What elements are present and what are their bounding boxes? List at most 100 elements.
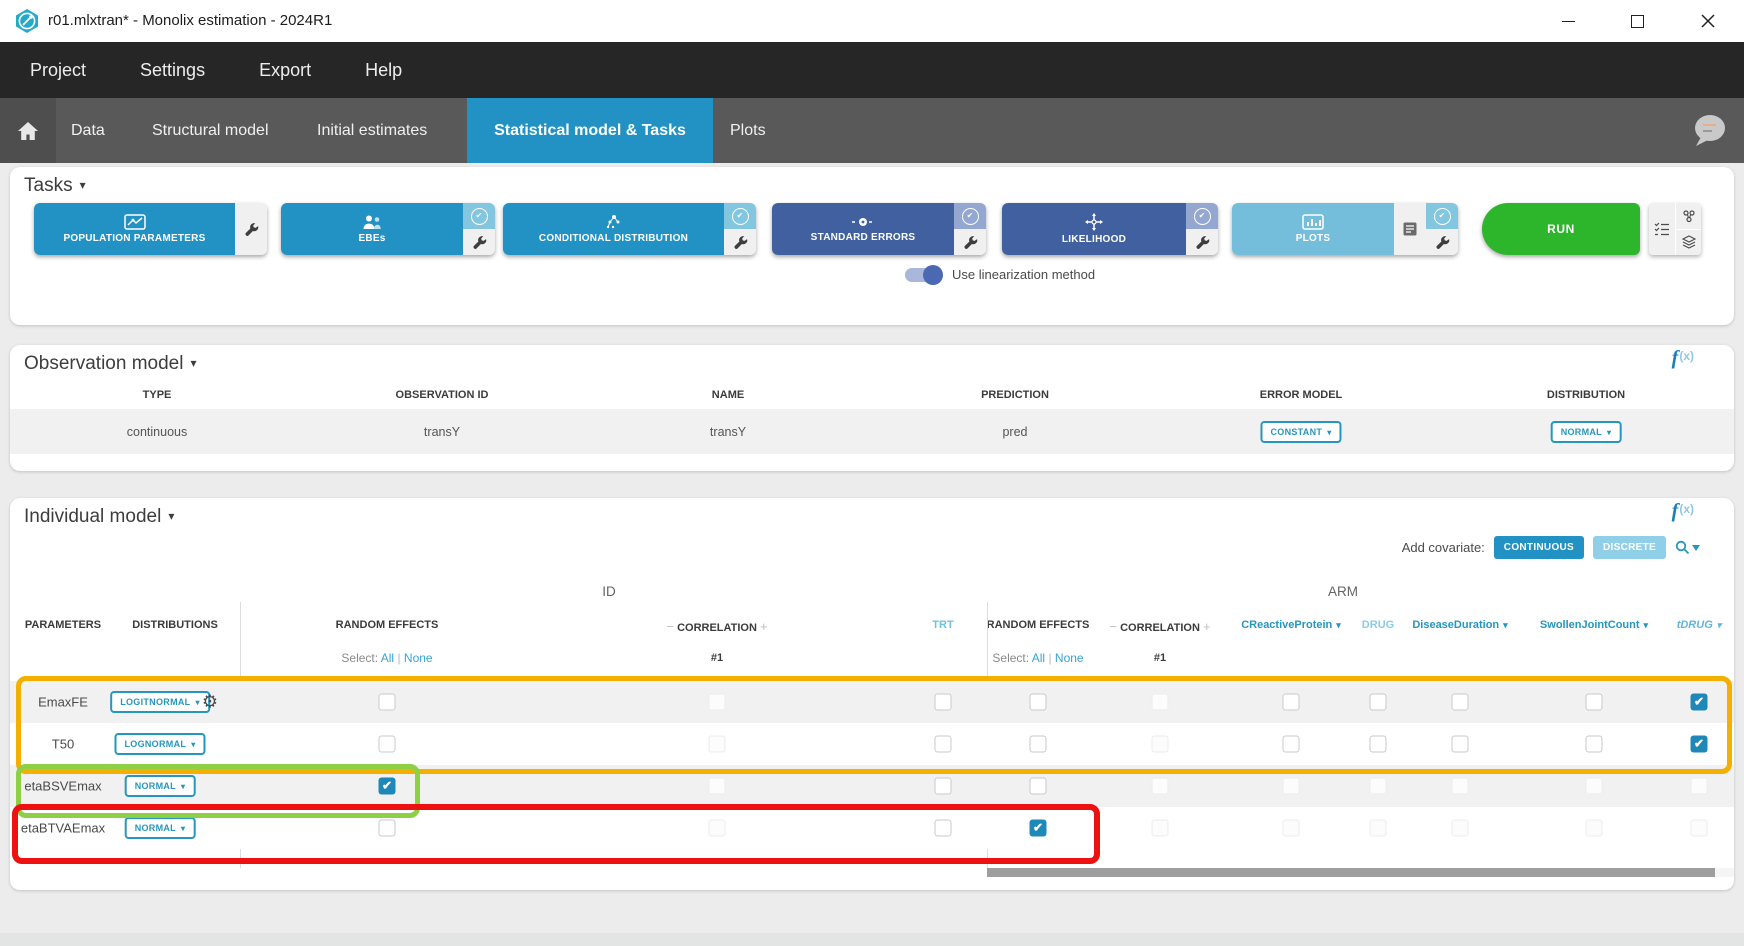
home-button[interactable] [0,98,56,163]
checkbox-drug[interactable] [1369,819,1387,837]
correlation-add-button[interactable]: + [759,619,768,634]
task-settings-wrench[interactable] [954,229,986,255]
menu-project[interactable]: Project [30,59,87,80]
checkbox-drug[interactable] [1369,777,1387,795]
covariate-search-button[interactable] [1675,540,1700,555]
distribution-dropdown[interactable]: LOGITNORMAL [110,691,210,713]
checkbox-swollenjointcount[interactable] [1585,819,1603,837]
checkbox-arm-correlation[interactable] [1151,735,1169,753]
task-settings-wrench[interactable] [1426,229,1458,255]
individual-model-title[interactable]: Individual model [24,506,174,528]
workflow-hub-button[interactable] [1676,203,1701,229]
checkbox-id-correlation[interactable] [708,777,726,795]
checkbox-id-random-effect[interactable] [378,819,396,837]
tab-data[interactable]: Data [71,122,105,139]
close-button[interactable] [1685,0,1731,42]
error-model-dropdown[interactable]: CONSTANT [1260,420,1342,443]
checkbox-arm-correlation[interactable] [1151,777,1169,795]
checkbox-id-random-effect[interactable] [378,693,396,711]
task-likelihood[interactable]: LIKELIHOOD [1002,203,1218,255]
checkbox-trt[interactable] [934,819,952,837]
header-covariate-creactiveprotein[interactable]: CReactiveProtein [1241,619,1341,631]
checkbox-arm-correlation[interactable] [1151,819,1169,837]
correlation-remove-button[interactable]: − [1109,619,1118,634]
menu-export[interactable]: Export [259,59,312,80]
checkbox-diseaseduration[interactable] [1451,735,1469,753]
scrollbar-thumb[interactable] [987,868,1715,877]
minimize-button[interactable] [1545,0,1591,42]
task-settings-wrench[interactable] [1186,229,1218,255]
task-population-parameters[interactable]: POPULATION PARAMETERS [34,203,267,255]
checkbox-id-random-effect[interactable] [378,777,396,795]
distribution-dropdown[interactable]: NORMAL [124,775,196,797]
task-settings-wrench[interactable] [724,229,756,255]
checkbox-diseaseduration[interactable] [1451,693,1469,711]
checkbox-swollenjointcount[interactable] [1585,693,1603,711]
checkbox-creactiveprotein[interactable] [1282,693,1300,711]
task-selected-badge[interactable] [954,203,986,229]
task-plots[interactable]: PLOTS [1232,203,1458,255]
task-settings-wrench[interactable] [235,203,267,255]
select-all-link[interactable]: All [380,651,395,665]
checkbox-creactiveprotein[interactable] [1282,819,1300,837]
select-all-link[interactable]: All [1031,651,1046,665]
tab-statistical-model-tasks[interactable]: Statistical model & Tasks [467,98,713,163]
task-settings-wrench[interactable] [463,229,495,255]
checkbox-drug[interactable] [1369,693,1387,711]
correlation-add-button[interactable]: + [1202,619,1211,634]
checkbox-trt[interactable] [934,693,952,711]
checkbox-swollenjointcount[interactable] [1585,735,1603,753]
plots-report-button[interactable] [1394,203,1426,255]
tab-initial-estimates[interactable]: Initial estimates [317,122,428,139]
distribution-dropdown[interactable]: NORMAL [1550,420,1622,443]
distribution-dropdown[interactable]: NORMAL [124,817,196,839]
checkbox-id-correlation[interactable] [708,735,726,753]
checkbox-drug[interactable] [1369,735,1387,753]
gear-icon[interactable] [202,692,218,713]
tab-structural-model[interactable]: Structural model [152,122,269,139]
checkbox-tdrug[interactable] [1690,693,1708,711]
checkbox-tdrug[interactable] [1690,777,1708,795]
header-covariate-swollenjointcount[interactable]: SwollenJointCount [1540,619,1648,631]
checkbox-diseaseduration[interactable] [1451,819,1469,837]
task-selected-badge[interactable] [1186,203,1218,229]
formula-fx-icon[interactable]: f(x) [1672,347,1694,370]
add-discrete-covariate-button[interactable]: DISCRETE [1593,536,1666,559]
checkbox-arm-random-effect[interactable] [1029,735,1047,753]
checkbox-creactiveprotein[interactable] [1282,735,1300,753]
checkbox-id-correlation[interactable] [708,819,726,837]
task-conditional-distribution[interactable]: CONDITIONAL DISTRIBUTION [503,203,756,255]
distribution-dropdown[interactable]: LOGNORMAL [114,733,206,755]
task-standard-errors[interactable]: STANDARD ERRORS [772,203,986,255]
header-covariate-tdrug[interactable]: tDRUG [1677,619,1722,631]
header-covariate-diseaseduration[interactable]: DiseaseDuration [1412,619,1507,631]
task-checklist-button[interactable] [1649,203,1675,255]
checkbox-trt[interactable] [934,777,952,795]
linearization-toggle[interactable] [905,264,943,285]
checkbox-id-correlation[interactable] [708,693,726,711]
task-selected-badge[interactable] [724,203,756,229]
checkbox-id-random-effect[interactable] [378,735,396,753]
run-button[interactable]: RUN [1482,203,1640,255]
task-selected-badge[interactable] [463,203,495,229]
task-ebes[interactable]: EBEs [281,203,495,255]
checkbox-tdrug[interactable] [1690,819,1708,837]
menu-help[interactable]: Help [365,59,403,80]
checkbox-creactiveprotein[interactable] [1282,777,1300,795]
add-continuous-covariate-button[interactable]: CONTINUOUS [1493,536,1585,559]
feedback-chat-button[interactable] [1689,111,1729,151]
checkbox-arm-random-effect[interactable] [1029,693,1047,711]
checkbox-arm-correlation[interactable] [1151,693,1169,711]
menu-settings[interactable]: Settings [140,59,206,80]
checkbox-arm-random-effect[interactable] [1029,819,1047,837]
tab-plots[interactable]: Plots [730,122,766,139]
task-selected-badge[interactable] [1426,203,1458,229]
formula-fx-icon[interactable]: f(x) [1672,500,1694,523]
checkbox-arm-random-effect[interactable] [1029,777,1047,795]
observation-model-title[interactable]: Observation model [24,353,197,375]
checkbox-tdrug[interactable] [1690,735,1708,753]
checkbox-swollenjointcount[interactable] [1585,777,1603,795]
select-none-link[interactable]: None [1054,651,1084,665]
checkbox-trt[interactable] [934,735,952,753]
layers-button[interactable] [1676,229,1701,255]
